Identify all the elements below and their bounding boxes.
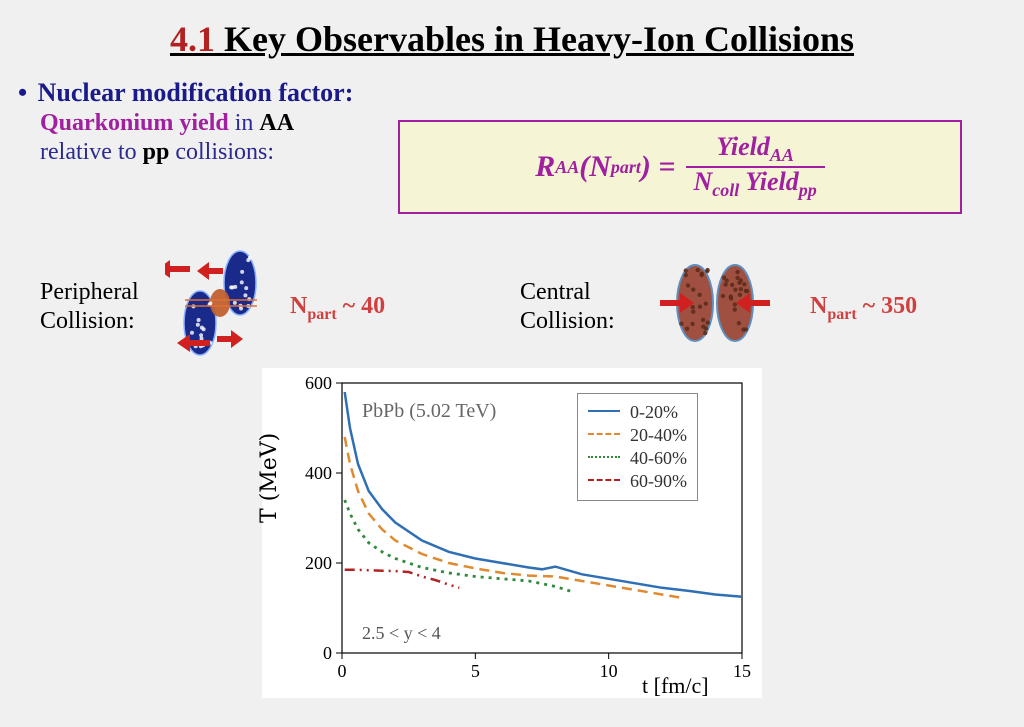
chart-legend: 0-20%20-40%40-60%60-90% [577, 393, 698, 501]
bullet-dot: • [18, 78, 27, 107]
svg-text:400: 400 [305, 463, 332, 483]
bullet-heading: • Nuclear modification factor: [18, 78, 1024, 108]
formula-box: RAA (Npart) = YieldAA Ncoll Yieldpp [398, 120, 962, 214]
formula-fraction: YieldAA Ncoll Yieldpp [686, 133, 825, 201]
legend-row: 40-60% [588, 448, 687, 469]
legend-label: 40-60% [630, 448, 687, 469]
svg-text:5: 5 [471, 661, 480, 681]
bullet-heading-text: Nuclear modification factor: [38, 78, 354, 107]
peripheral-npart: Npart ~ 40 [290, 293, 385, 324]
svg-text:0: 0 [323, 643, 332, 663]
peripheral-label: Peripheral Collision: [40, 278, 139, 336]
section-number: 4.1 [170, 19, 215, 59]
svg-text:600: 600 [305, 373, 332, 393]
svg-text:15: 15 [733, 661, 751, 681]
quarkonium-yield-label: Quarkonium yield [40, 110, 229, 136]
legend-row: 0-20% [588, 402, 687, 423]
svg-text:200: 200 [305, 553, 332, 573]
central-collision-icon [650, 258, 800, 348]
legend-row: 20-40% [588, 425, 687, 446]
legend-swatch [588, 456, 620, 461]
chart-inset-title: PbPb (5.02 TeV) [362, 400, 496, 423]
svg-text:10: 10 [600, 661, 618, 681]
legend-row: 60-90% [588, 471, 687, 492]
central-label: Central Collision: [520, 278, 615, 336]
chart-xlabel: t [fm/c] [642, 673, 709, 699]
legend-swatch [588, 433, 620, 438]
legend-swatch [588, 410, 620, 415]
legend-label: 20-40% [630, 425, 687, 446]
peripheral-collision-icon [165, 248, 285, 358]
nuclear-modification-formula: RAA (Npart) = YieldAA Ncoll Yieldpp [535, 133, 825, 201]
slide-title: 4.1 Key Observables in Heavy-Ion Collisi… [0, 18, 1024, 60]
collision-diagrams: Peripheral Collision: Npart ~ 40 Central… [0, 248, 1024, 358]
legend-label: 0-20% [630, 402, 678, 423]
legend-label: 60-90% [630, 471, 687, 492]
chart-ylabel: T (MeV) [257, 433, 282, 523]
legend-swatch [588, 479, 620, 484]
chart-note: 2.5 < y < 4 [362, 623, 441, 644]
temperature-chart: 0510150200400600 T (MeV) t [fm/c] PbPb (… [262, 368, 762, 698]
central-npart: Npart ~ 350 [810, 293, 917, 324]
svg-text:0: 0 [338, 661, 347, 681]
